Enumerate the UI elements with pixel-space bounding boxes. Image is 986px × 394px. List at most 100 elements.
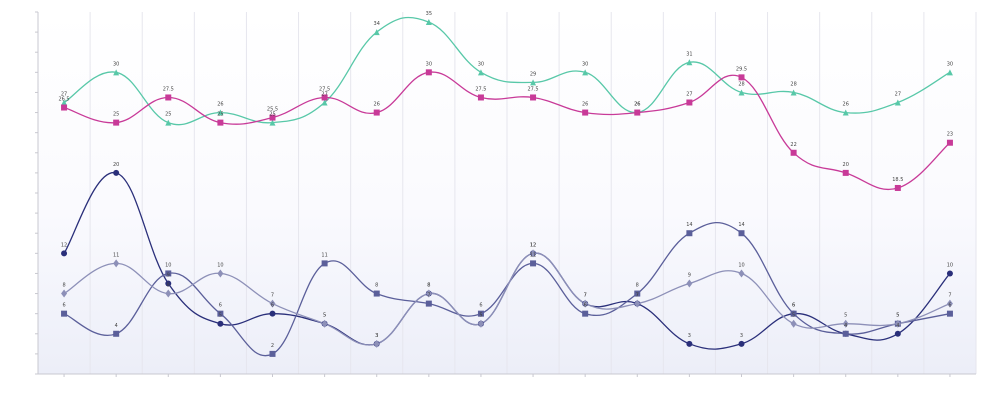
- data-point-square: [217, 310, 224, 317]
- data-label: 27.5: [527, 86, 538, 92]
- data-point-triangle: [373, 29, 380, 36]
- data-label: 5: [323, 313, 326, 319]
- data-point-triangle: [269, 119, 276, 126]
- data-label: 29: [530, 71, 536, 77]
- data-label: 12: [530, 242, 536, 248]
- data-label: 10: [217, 262, 223, 268]
- data-label: 35: [426, 11, 432, 17]
- data-label: 26.5: [58, 97, 69, 103]
- data-point-square: [321, 94, 328, 101]
- data-label: 29.5: [736, 66, 747, 72]
- data-label: 27: [686, 92, 692, 98]
- data-label: 5: [896, 313, 899, 319]
- data-point-diamond: [842, 319, 849, 328]
- data-label: 8: [427, 283, 430, 289]
- data-label: 3: [740, 333, 743, 339]
- data-label: 8: [636, 283, 639, 289]
- data-point-square: [269, 114, 276, 121]
- data-point-square: [582, 109, 589, 116]
- data-label: 7: [427, 293, 430, 299]
- data-point-circle: [217, 320, 224, 327]
- data-point-square: [634, 109, 641, 116]
- data-point-triangle: [165, 119, 172, 126]
- data-label: 8: [62, 283, 65, 289]
- data-point-square: [321, 260, 328, 267]
- data-label: 34: [374, 21, 380, 27]
- data-label: 28: [738, 81, 744, 87]
- data-label: 5: [323, 313, 326, 319]
- data-label: 30: [113, 61, 119, 67]
- data-label: 28: [790, 81, 796, 87]
- data-point-diamond: [686, 279, 693, 288]
- data-point-square: [373, 290, 380, 297]
- data-label: 20: [113, 162, 119, 168]
- data-label: 25: [165, 112, 171, 118]
- data-label: 25.5: [267, 107, 278, 113]
- data-point-circle: [686, 340, 693, 347]
- data-label: 26: [582, 102, 588, 108]
- data-label: 6: [792, 303, 795, 309]
- data-point-triangle: [113, 69, 120, 76]
- data-label: 22: [790, 142, 796, 148]
- data-point-square: [894, 184, 901, 191]
- data-point-diamond: [321, 319, 328, 328]
- data-point-diamond: [894, 319, 901, 328]
- data-point-circle: [61, 250, 68, 257]
- data-label: 6: [62, 303, 65, 309]
- data-label: 2: [271, 343, 274, 349]
- data-point-triangle: [582, 69, 589, 76]
- data-label: 9: [688, 273, 691, 279]
- data-label: 10: [738, 262, 744, 268]
- data-point-triangle: [790, 89, 797, 96]
- data-point-triangle: [425, 19, 432, 26]
- data-label: 27.5: [163, 86, 174, 92]
- data-label: 6: [584, 303, 587, 309]
- data-point-circle: [113, 169, 120, 176]
- data-label: 6: [948, 303, 951, 309]
- data-label: 6: [479, 303, 482, 309]
- data-point-square: [373, 109, 380, 116]
- data-label: 23: [947, 132, 953, 138]
- data-label: 26: [374, 102, 380, 108]
- data-label: 11: [321, 252, 327, 258]
- data-point-square: [738, 230, 745, 237]
- data-point-triangle: [738, 89, 745, 96]
- data-label: 5: [479, 313, 482, 319]
- data-point-triangle: [477, 69, 484, 76]
- data-point-square: [165, 94, 172, 101]
- data-label: 30: [426, 61, 432, 67]
- data-label: 5: [792, 313, 795, 319]
- data-label: 18.5: [892, 177, 903, 183]
- data-label: 4: [896, 323, 899, 329]
- data-point-square: [165, 270, 172, 277]
- data-point-square: [842, 169, 849, 176]
- data-point-square: [842, 330, 849, 337]
- data-point-square: [61, 310, 68, 317]
- data-point-circle: [165, 280, 172, 287]
- data-point-square: [61, 104, 68, 111]
- data-point-square: [530, 94, 537, 101]
- data-label: 11: [530, 252, 536, 258]
- series-line-4: [63, 222, 951, 357]
- data-label: 30: [947, 61, 953, 67]
- data-label: 26: [634, 102, 640, 108]
- data-label: 4: [115, 323, 118, 329]
- data-point-triangle: [842, 109, 849, 116]
- data-point-diamond: [373, 339, 380, 348]
- data-label: 4: [844, 323, 847, 329]
- data-label: 12: [530, 242, 536, 248]
- data-label: 12: [61, 242, 67, 248]
- data-point-triangle: [946, 69, 953, 76]
- data-label: 5: [896, 313, 899, 319]
- data-point-square: [946, 310, 953, 317]
- data-point-square: [113, 119, 120, 126]
- data-label: 7: [636, 293, 639, 299]
- data-point-square: [686, 99, 693, 106]
- data-point-diamond: [790, 319, 797, 328]
- data-point-diamond: [477, 319, 484, 328]
- data-label: 30: [478, 61, 484, 67]
- data-point-diamond: [269, 299, 276, 308]
- data-point-circle: [894, 330, 901, 337]
- data-point-diamond: [946, 299, 953, 308]
- data-label: 20: [843, 162, 849, 168]
